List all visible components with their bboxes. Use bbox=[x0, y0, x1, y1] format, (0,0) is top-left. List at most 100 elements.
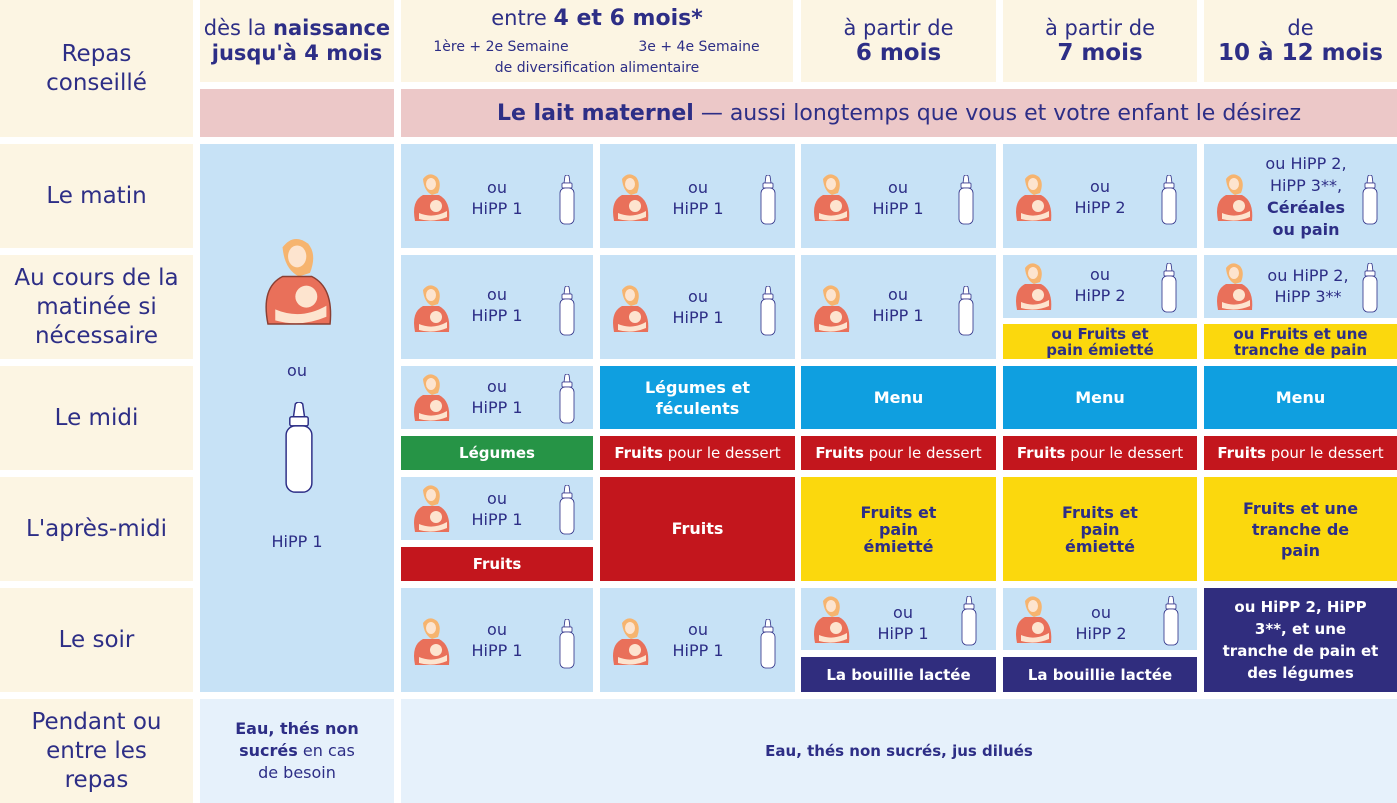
apresmidi-col3: Fruits et pain émietté bbox=[801, 477, 996, 581]
header-col-birth-line1: dès la naissance bbox=[203, 16, 391, 40]
hipp-label: HiPP 1 bbox=[471, 306, 523, 325]
header-corner-label: Repas conseillé bbox=[46, 40, 147, 96]
soir-col4: ou HiPP 2 bbox=[1003, 588, 1197, 650]
hipp-label: HiPP 1 bbox=[471, 510, 523, 529]
row-label-midi: Le midi bbox=[0, 366, 193, 470]
week-1-2-label: 1ère + 2e Semaine bbox=[433, 39, 569, 55]
header-col-7-bold: 7 mois bbox=[1057, 40, 1143, 66]
breastfeeding-icon bbox=[1016, 263, 1052, 310]
breastfeeding-icon bbox=[414, 285, 450, 332]
soir-col3-bouillie: La bouillie lactée bbox=[801, 657, 996, 692]
baby-bottle-icon bbox=[1161, 175, 1177, 225]
header-col-10-12-bold: 10 à 12 mois bbox=[1218, 40, 1383, 66]
hipp-label: HiPP 2 bbox=[1075, 624, 1127, 643]
midi-col3-fruits: Fruits pour le dessert bbox=[801, 436, 996, 470]
hipp-label: HiPP 1 bbox=[672, 199, 724, 218]
baby-bottle-icon bbox=[958, 286, 974, 336]
matin-col2-w1: ou HiPP 1 bbox=[401, 144, 593, 248]
ou-label: ou bbox=[888, 178, 908, 197]
apresmidi-col4: Fruits et pain émietté bbox=[1003, 477, 1197, 581]
baby-bottle-icon bbox=[559, 374, 575, 424]
midi-col2-w3: Légumes et féculents bbox=[600, 366, 795, 429]
breastfeeding-icon bbox=[414, 485, 450, 532]
breastfeeding-icon bbox=[613, 618, 649, 665]
matinee-col3: ou HiPP 1 bbox=[801, 255, 996, 359]
newborn-ou: ou bbox=[287, 361, 307, 380]
baby-bottle-icon bbox=[1161, 263, 1177, 313]
header-col-6: à partir de 6 mois bbox=[801, 0, 996, 82]
matinee-col4: ou HiPP 2 bbox=[1003, 255, 1197, 318]
header-col-10-12-line1: de bbox=[1287, 16, 1314, 40]
midi-col2-w1: ou HiPP 1 bbox=[401, 366, 593, 429]
header-col-birth-line2: jusqu'à 4 mois bbox=[211, 41, 383, 65]
apresmidi-col2-w1: ou HiPP 1 bbox=[401, 477, 593, 540]
midi-col4-menu: Menu bbox=[1003, 366, 1197, 429]
ou-label: ou bbox=[688, 620, 708, 639]
hipp-label: HiPP 1 bbox=[672, 641, 724, 660]
header-col-4-6: entre 4 et 6 mois* 1ère + 2e Semaine 3e … bbox=[401, 0, 793, 82]
hipp-label: HiPP 2 bbox=[1074, 198, 1126, 217]
matinee-col2-w3: ou HiPP 1 bbox=[600, 255, 795, 359]
soir-col4-bouillie: La bouillie lactée bbox=[1003, 657, 1197, 692]
apresmidi-col2-w1-fruits: Fruits bbox=[401, 547, 593, 581]
breastmilk-banner-left bbox=[200, 89, 394, 137]
baby-bottle-icon bbox=[760, 286, 776, 336]
hipp-label: HiPP 1 bbox=[872, 306, 924, 325]
breastfeeding-icon bbox=[613, 285, 649, 332]
breastfeeding-icon bbox=[1016, 174, 1052, 221]
breastmilk-banner-bold: Le lait maternel bbox=[496, 100, 694, 126]
baby-bottle-icon bbox=[559, 286, 575, 336]
midi-col4-fruits: Fruits pour le dessert bbox=[1003, 436, 1197, 470]
ou-label: ou bbox=[487, 178, 507, 197]
newborn-column: ou HiPP 1 bbox=[200, 144, 394, 692]
ou-label: ou bbox=[1090, 177, 1110, 196]
hipp-label: HiPP 1 bbox=[471, 398, 523, 417]
breastfeeding-icon bbox=[1217, 263, 1253, 310]
header-col-7-line1: à partir de bbox=[1044, 16, 1155, 40]
row-label-matin: Le matin bbox=[0, 144, 193, 248]
matinee-col5: ou HiPP 2, HiPP 3** bbox=[1204, 255, 1397, 318]
ou-label: ou bbox=[1090, 265, 1110, 284]
baby-bottle-icon bbox=[961, 596, 977, 646]
ou-label: ou bbox=[487, 285, 507, 304]
ou-label: ou bbox=[487, 377, 507, 396]
breastfeeding-icon bbox=[814, 174, 850, 221]
breastfeeding-icon bbox=[814, 596, 850, 643]
ou-label: ou bbox=[688, 287, 708, 306]
breastmilk-banner: Le lait maternel — aussi longtemps que v… bbox=[401, 89, 1397, 137]
matinee-col5-text: ou HiPP 2, HiPP 3** bbox=[1267, 266, 1349, 306]
ou-label: ou bbox=[1091, 603, 1111, 622]
breastfeeding-icon bbox=[265, 238, 332, 325]
baby-bottle-icon bbox=[1163, 596, 1179, 646]
midi-col2-w1-legumes: Légumes bbox=[401, 436, 593, 470]
pendant-col1: Eau, thés non sucrés en cas de besoin bbox=[200, 699, 394, 803]
matin-col4: ou HiPP 2 bbox=[1003, 144, 1197, 248]
row-label-pendant: Pendant ou entre les repas bbox=[0, 699, 193, 803]
hipp-label: HiPP 1 bbox=[872, 199, 924, 218]
midi-col5-menu: Menu bbox=[1204, 366, 1397, 429]
newborn-hipp: HiPP 1 bbox=[271, 532, 323, 551]
soir-col3: ou HiPP 1 bbox=[801, 588, 996, 650]
hipp-label: HiPP 1 bbox=[672, 308, 724, 327]
midi-col5-fruits: Fruits pour le dessert bbox=[1204, 436, 1397, 470]
diversification-label: de diversification alimentaire bbox=[494, 60, 700, 76]
row-label-soir: Le soir bbox=[0, 588, 193, 692]
ou-label: ou bbox=[487, 489, 507, 508]
matin-col5: ou HiPP 2, HiPP 3**, Céréales ou pain bbox=[1204, 144, 1397, 248]
header-col-birth: dès la naissance jusqu'à 4 mois bbox=[200, 0, 394, 82]
header-corner: Repas conseillé bbox=[0, 0, 193, 137]
header-col-4-6-title: entre 4 et 6 mois* bbox=[491, 6, 703, 31]
baby-bottle-icon bbox=[958, 175, 974, 225]
baby-bottle-icon bbox=[559, 175, 575, 225]
apresmidi-col2-w3-fruits: Fruits bbox=[600, 477, 795, 581]
midi-col2-w3-fruits: Fruits pour le dessert bbox=[600, 436, 795, 470]
matin-col3: ou HiPP 1 bbox=[801, 144, 996, 248]
matinee-col4-fruits: ou Fruits et pain émietté bbox=[1003, 324, 1197, 359]
baby-bottle-icon bbox=[1362, 263, 1378, 313]
breastfeeding-icon bbox=[1016, 596, 1052, 643]
apresmidi-col5: Fruits et une tranche de pain bbox=[1204, 477, 1397, 581]
baby-bottle-icon bbox=[559, 485, 575, 535]
pendant-all: Eau, thés non sucrés, jus dilués bbox=[401, 699, 1397, 803]
header-col-10-12: de 10 à 12 mois bbox=[1204, 0, 1397, 82]
header-col-6-line1: à partir de bbox=[843, 16, 954, 40]
